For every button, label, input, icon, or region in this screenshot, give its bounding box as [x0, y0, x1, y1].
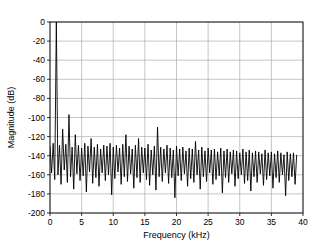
- x-tick-label: 5: [79, 217, 84, 227]
- y-tick-label: -180: [28, 189, 45, 199]
- x-tick-label: 20: [172, 217, 182, 227]
- y-tick-label: 0: [40, 17, 45, 27]
- y-grid-line: [50, 60, 303, 61]
- y-tick-label: -160: [28, 170, 45, 180]
- plot-data: [50, 22, 297, 198]
- x-tick-label: 30: [235, 217, 245, 227]
- background: [0, 0, 324, 243]
- y-tick-label: -200: [28, 208, 45, 218]
- x-tick-label: 40: [298, 217, 308, 227]
- y-grid-line: [50, 117, 303, 118]
- chart-svg: 0510152025303540-200-180-160-140-120-100…: [0, 0, 324, 243]
- y-tick-label: -120: [28, 132, 45, 142]
- y-grid-line: [50, 174, 303, 175]
- x-tick-label: 0: [48, 217, 53, 227]
- y-tick-label: -100: [28, 113, 45, 123]
- y-tick-label: -20: [33, 36, 46, 46]
- x-tick-label: 10: [109, 217, 119, 227]
- y-tick-label: -140: [28, 151, 45, 161]
- grid: [47, 22, 303, 216]
- y-tick-label: -60: [33, 74, 46, 84]
- y-grid-line: [50, 193, 303, 194]
- y-axis-label: Magnitude (dB): [6, 87, 16, 149]
- y-tick-label: -40: [33, 55, 46, 65]
- y-grid-line: [50, 136, 303, 137]
- chart-container: 0510152025303540-200-180-160-140-120-100…: [0, 0, 324, 243]
- plot-frame: [50, 22, 303, 213]
- y-grid-line: [50, 98, 303, 99]
- x-tick-label: 25: [203, 217, 213, 227]
- x-tick-label: 35: [267, 217, 277, 227]
- y-grid-line: [50, 41, 303, 42]
- y-grid-line: [50, 79, 303, 80]
- x-tick-label: 15: [140, 217, 150, 227]
- spectrum-line: [50, 22, 297, 198]
- y-tick-label: -80: [33, 93, 46, 103]
- x-axis-label: Frequency (kHz): [143, 230, 210, 240]
